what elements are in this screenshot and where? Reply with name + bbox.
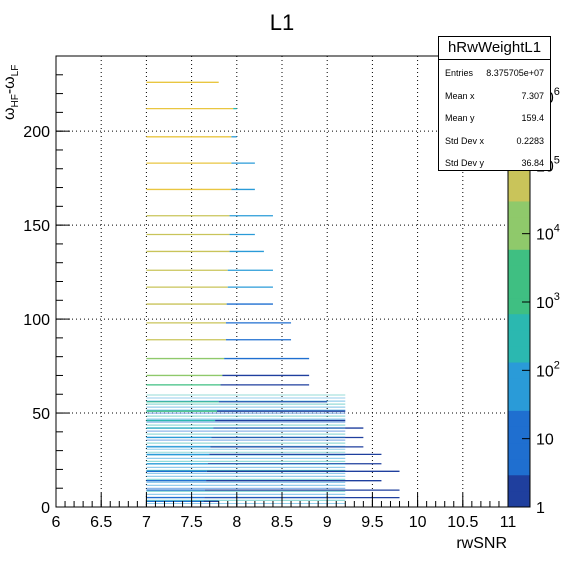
color-tick-exponent: 2 <box>554 359 560 371</box>
palette-cell <box>508 168 530 186</box>
palette-cell <box>508 200 530 218</box>
stats-value: 7.307 <box>521 90 544 101</box>
palette-cell <box>508 297 530 315</box>
y-axis-label: ωHF-ωLF <box>1 65 21 120</box>
palette-cell <box>508 217 530 234</box>
palette-cell <box>508 184 530 202</box>
x-axis-label: rwSNR <box>456 535 507 552</box>
y-tick-label: 150 <box>23 218 50 235</box>
stats-row-entries: Entries 8.375705e+07 <box>439 60 550 83</box>
stats-row-mean-x: Mean x 7.307 <box>439 83 550 106</box>
palette-cell <box>508 362 530 379</box>
stats-row-std-x: Std Dev x 0.2283 <box>439 128 550 151</box>
color-tick-exponent: 6 <box>554 86 560 98</box>
stats-row-std-y: Std Dev y 36.84 <box>439 150 550 173</box>
x-tick-label: 6 <box>52 514 61 531</box>
palette-cell <box>508 329 530 347</box>
palette-cell <box>508 249 530 266</box>
color-tick-exponent: 5 <box>554 154 560 166</box>
heatmap-cells <box>146 81 400 504</box>
x-tick-label: 7 <box>142 514 151 531</box>
x-tick-label: 8 <box>232 514 241 531</box>
x-tick-label: 6.5 <box>90 514 112 531</box>
stats-key: Entries <box>445 68 474 78</box>
x-tick-label: 10 <box>409 514 427 531</box>
color-tick-label: 103 <box>536 291 560 312</box>
palette-cell <box>508 265 530 282</box>
palette-cell <box>508 378 530 395</box>
palette-cell <box>508 426 530 444</box>
palette-cell <box>508 281 530 299</box>
palette-cell <box>508 490 530 508</box>
y-tick-label: 100 <box>23 312 50 329</box>
y-tick-label: 50 <box>32 406 50 423</box>
x-tick-label: 9.5 <box>361 514 383 531</box>
stats-row-mean-y: Mean y 159.4 <box>439 105 550 128</box>
x-tick-label: 10.5 <box>447 514 478 531</box>
y-axis-ticks: 0 50 100 150 200 <box>23 55 70 517</box>
color-tick-exponent: 3 <box>554 291 560 303</box>
color-tick-label: 1 <box>536 500 545 517</box>
y-tick-label: 200 <box>23 124 50 141</box>
y-label-sub-lf: LF <box>10 65 21 77</box>
color-tick-label: 102 <box>536 359 560 380</box>
stats-key: Std Dev x <box>445 135 485 146</box>
color-tick-exponent: 4 <box>554 223 560 235</box>
stats-value: 0.2283 <box>516 135 544 146</box>
stats-title: hRwWeightL1 <box>439 37 550 60</box>
palette-cell <box>508 345 530 363</box>
chart-title: L1 <box>270 10 294 35</box>
stats-value: 36.84 <box>521 158 544 168</box>
x-tick-label: 8.5 <box>271 514 293 531</box>
x-tick-label: 7.5 <box>180 514 202 531</box>
x-axis-ticks: 6 6.5 7 7.5 8 8.5 9 9.5 10 10.5 11 <box>52 493 517 531</box>
palette-cell <box>508 474 530 492</box>
stats-box: hRwWeightL1 Entries 8.375705e+07 Mean x … <box>438 36 551 171</box>
stats-key: Mean x <box>445 90 475 101</box>
y-label-omega2: -ω <box>1 76 18 94</box>
grid-lines <box>56 56 508 507</box>
palette-cell <box>508 410 530 427</box>
palette-cell <box>508 458 530 476</box>
palette-cell <box>508 233 530 250</box>
y-label-sub-hf: HF <box>10 94 21 107</box>
color-tick-label: 104 <box>536 223 560 244</box>
y-label-omega1: ω <box>1 108 18 121</box>
stats-key: Mean y <box>445 113 475 123</box>
x-tick-label: 9 <box>323 514 332 531</box>
palette-cell <box>508 313 530 331</box>
color-tick-label: 10 <box>536 432 554 449</box>
palette-cell <box>508 442 530 460</box>
stats-value: 159.4 <box>521 113 544 123</box>
y-tick-label: 0 <box>41 500 50 517</box>
stats-key: Std Dev y <box>445 158 485 168</box>
palette-cell <box>508 394 530 411</box>
stats-value: 8.375705e+07 <box>486 68 544 78</box>
x-tick-label: 11 <box>500 514 517 531</box>
svg-text:ωHF-ωLF: ωHF-ωLF <box>1 65 21 120</box>
